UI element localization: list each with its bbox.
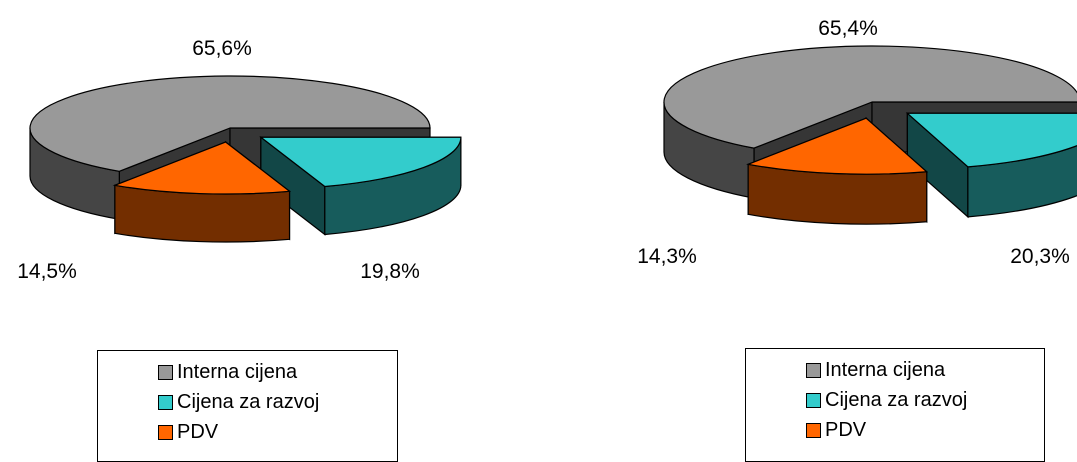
legend-item-pdv: PDV bbox=[158, 417, 397, 447]
legend-item-cijena-za-razvoj: Cijena za razvoj bbox=[158, 387, 397, 417]
legend-chart-1: Interna cijena Cijena za razvoj PDV bbox=[97, 350, 398, 462]
legend-swatch-pdv bbox=[158, 424, 173, 440]
data-label-cijena-za-razvoj: 19,8% bbox=[360, 260, 420, 283]
data-label-interna-cijena: 65,4% bbox=[818, 17, 878, 40]
legend-item-interna-cijena: Interna cijena bbox=[158, 357, 397, 387]
legend-label: Cijena za razvoj bbox=[177, 390, 320, 413]
data-label-interna-cijena: 65,6% bbox=[192, 37, 252, 60]
legend-swatch-interna-cijena bbox=[158, 364, 173, 380]
data-label-pdv: 14,5% bbox=[17, 260, 77, 283]
legend-label: Interna cijena bbox=[825, 358, 946, 381]
slice-top-cijena-za-razvoj bbox=[259, 136, 462, 188]
legend-swatch-cijena-za-razvoj bbox=[806, 392, 821, 408]
slice-top-pdv bbox=[112, 141, 292, 195]
legend-item-interna-cijena: Interna cijena bbox=[806, 355, 1044, 385]
slice-top-pdv bbox=[746, 117, 929, 175]
slice-top-interna-cijena bbox=[29, 75, 431, 172]
legend-swatch-cijena-za-razvoj bbox=[158, 394, 173, 410]
legend-label: Cijena za razvoj bbox=[825, 388, 968, 411]
legend-swatch-interna-cijena bbox=[806, 362, 821, 378]
slice-rim-cijena-za-razvoj bbox=[967, 145, 1077, 218]
legend-chart-2: Interna cijena Cijena za razvoj PDV bbox=[745, 348, 1045, 462]
legend-label: Interna cijena bbox=[177, 360, 298, 383]
legend-item-pdv: PDV bbox=[806, 415, 1044, 445]
legend-label: PDV bbox=[177, 420, 219, 443]
legend-item-cijena-za-razvoj: Cijena za razvoj bbox=[806, 385, 1044, 415]
data-label-cijena-za-razvoj: 20,3% bbox=[1010, 245, 1070, 268]
slice-top-interna-cijena bbox=[663, 45, 1077, 149]
data-label-pdv: 14,3% bbox=[637, 245, 697, 268]
legend-swatch-pdv bbox=[806, 422, 821, 438]
slice-top-cijena-za-razvoj bbox=[905, 112, 1077, 168]
legend-label: PDV bbox=[825, 418, 867, 441]
